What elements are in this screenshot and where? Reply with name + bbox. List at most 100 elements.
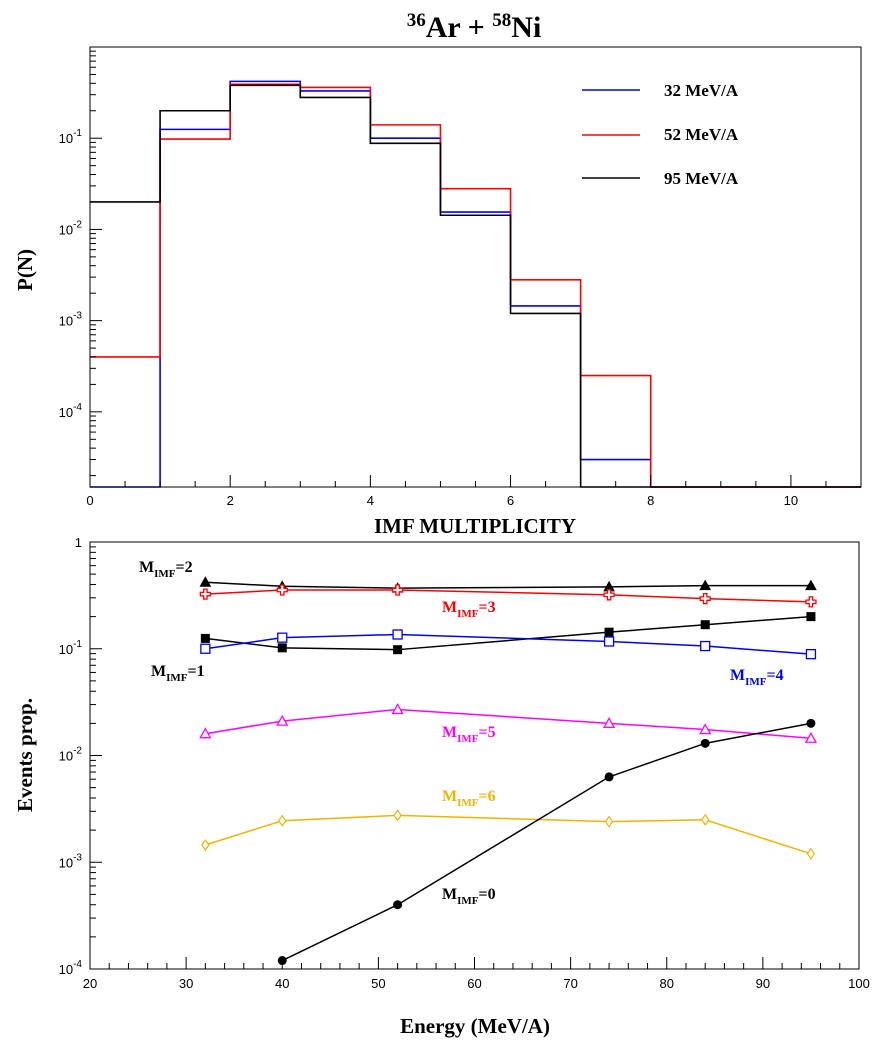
bottom-x-tick-label: 70 [563,976,577,991]
top-y-tick-label: 10-3 [59,311,83,329]
bottom-x-tick-label: 30 [179,976,193,991]
top-y-tick-label: 10-1 [59,128,83,146]
title-ni-mass: 58 [492,10,511,31]
label-mimf-1: MIMF=1 [151,663,205,684]
bottom-y-tick-label: 1 [75,535,82,550]
top-series-group [90,80,861,488]
bottom-marker-series-2 [603,589,615,601]
bottom-marker-series-4 [603,636,615,647]
top-x-tick-label: 2 [227,493,234,508]
label-mimf-0: MIMF=0 [442,886,496,907]
label-mimf-6: MIMF=6 [442,788,496,809]
bottom-x-tick-label: 80 [660,976,674,991]
bottom-marker-series-4 [805,649,817,660]
top-y-tick-label: 10-2 [59,219,83,237]
bottom-x-tick-label: 90 [756,976,770,991]
bottom-marker-series-1 [199,576,212,587]
bottom-y-tick-label: 10-3 [59,852,83,870]
label-mimf-2: MIMF=2 [139,559,193,580]
title-ni-symbol: Ni [511,11,541,44]
top-panel: 0 2 4 6 8 10 10-4 10-3 10-2 10-1 32 MeV/A 52 MeV/… [13,46,862,538]
label-mimf-5: MIMF=5 [442,724,496,745]
bottom-y-tick-label: 10-4 [59,959,83,977]
bottom-marker-series-1 [805,579,817,591]
bottom-marker-series-4 [700,640,711,652]
bottom-marker-series-7 [700,738,710,748]
bottom-y-tick-label: 10-1 [59,639,83,657]
bottom-marker-series-5 [804,731,818,743]
bottom-series-line-4 [205,633,811,655]
bottom-marker-series-6 [604,815,614,828]
bottom-marker-series-3 [806,612,816,622]
legend-label-52: 52 MeV/A [664,125,739,144]
top-step-series-2 [90,83,861,488]
title-plus: + [460,11,492,44]
top-x-tick-label: 4 [367,493,374,508]
bottom-marker-series-6 [201,838,210,852]
bottom-axes-group: 20 30 40 50 60 70 80 90 100 10-4 10-3 10-2 10-1 1 [59,535,870,991]
bottom-marker-series-4 [200,643,211,654]
bottom-marker-series-7 [806,718,816,728]
top-x-tick-label: 10 [784,493,798,508]
bottom-series-group [199,576,818,966]
bottom-x-tick-label: 50 [371,976,385,991]
bottom-x-tick-label: 100 [848,976,870,991]
bottom-marker-series-2 [276,584,288,596]
bottom-panel: 20 30 40 50 60 70 80 90 100 10-4 10-3 10-2 10-1 1 MIM… [13,535,870,1038]
bottom-marker-series-4 [392,629,403,640]
bottom-marker-series-1 [699,579,712,591]
bottom-marker-series-5 [391,703,404,715]
bottom-series-line-1 [205,581,811,589]
bottom-marker-series-3 [604,627,614,637]
legend-label-95: 95 MeV/A [664,169,739,188]
label-mimf-3: MIMF=3 [442,599,496,620]
bottom-marker-series-3 [393,645,403,655]
bottom-marker-series-2 [805,596,817,608]
top-y-axis-label: P(N) [13,249,37,291]
top-step-series-1 [90,80,861,488]
title-ar-mass: 36 [407,10,426,31]
bottom-marker-series-5 [602,717,616,729]
bottom-marker-series-2 [699,592,711,605]
bottom-x-tick-label: 20 [83,976,97,991]
bottom-series-line-5 [205,708,811,740]
legend-label-32: 32 MeV/A [664,81,739,100]
bottom-marker-series-3 [700,620,710,630]
top-x-axis-label: IMF MULTIPLICITY [374,514,576,538]
bottom-series-line-6 [205,814,812,855]
bottom-marker-series-6 [700,813,710,826]
bottom-marker-series-5 [276,714,289,726]
bottom-marker-series-7 [604,772,614,782]
top-step-series-3 [90,84,861,488]
bottom-x-axis-label: Energy (MeV/A) [400,1014,550,1038]
bottom-y-tick-label: 10-2 [59,746,83,764]
top-y-tick-label: 10-4 [59,402,83,420]
bottom-x-tick-label: 60 [467,976,481,991]
bottom-marker-series-5 [199,727,212,739]
bottom-x-tick-label: 40 [275,976,289,991]
bottom-series-line-3 [205,615,811,651]
bottom-marker-series-2 [199,588,211,600]
bottom-marker-series-2 [391,584,404,596]
bottom-marker-series-6 [278,814,287,827]
figure-title: 36Ar + 58Ni [407,10,542,44]
title-ar-symbol: Ar [426,11,461,44]
bottom-marker-series-6 [806,847,816,860]
bottom-marker-series-3 [277,643,287,653]
bottom-marker-series-4 [277,632,288,643]
bottom-marker-series-7 [393,900,403,910]
bottom-marker-series-6 [393,809,402,822]
top-axes-group: 0 2 4 6 8 10 10-4 10-3 10-2 10-1 [59,46,862,508]
top-plot-frame [89,46,862,488]
bottom-series-line-2 [205,589,811,603]
bottom-series-line-7 [281,722,812,962]
bottom-marker-series-5 [699,723,712,735]
bottom-y-axis-label: Events prop. [13,698,37,812]
top-legend: 32 MeV/A 52 MeV/A 95 MeV/A [582,81,739,188]
label-mimf-4: MIMF=4 [730,667,784,688]
top-x-tick-label: 8 [647,493,654,508]
top-x-tick-label: 6 [507,493,514,508]
top-x-tick-label: 0 [86,493,93,508]
bottom-marker-series-3 [200,633,210,643]
